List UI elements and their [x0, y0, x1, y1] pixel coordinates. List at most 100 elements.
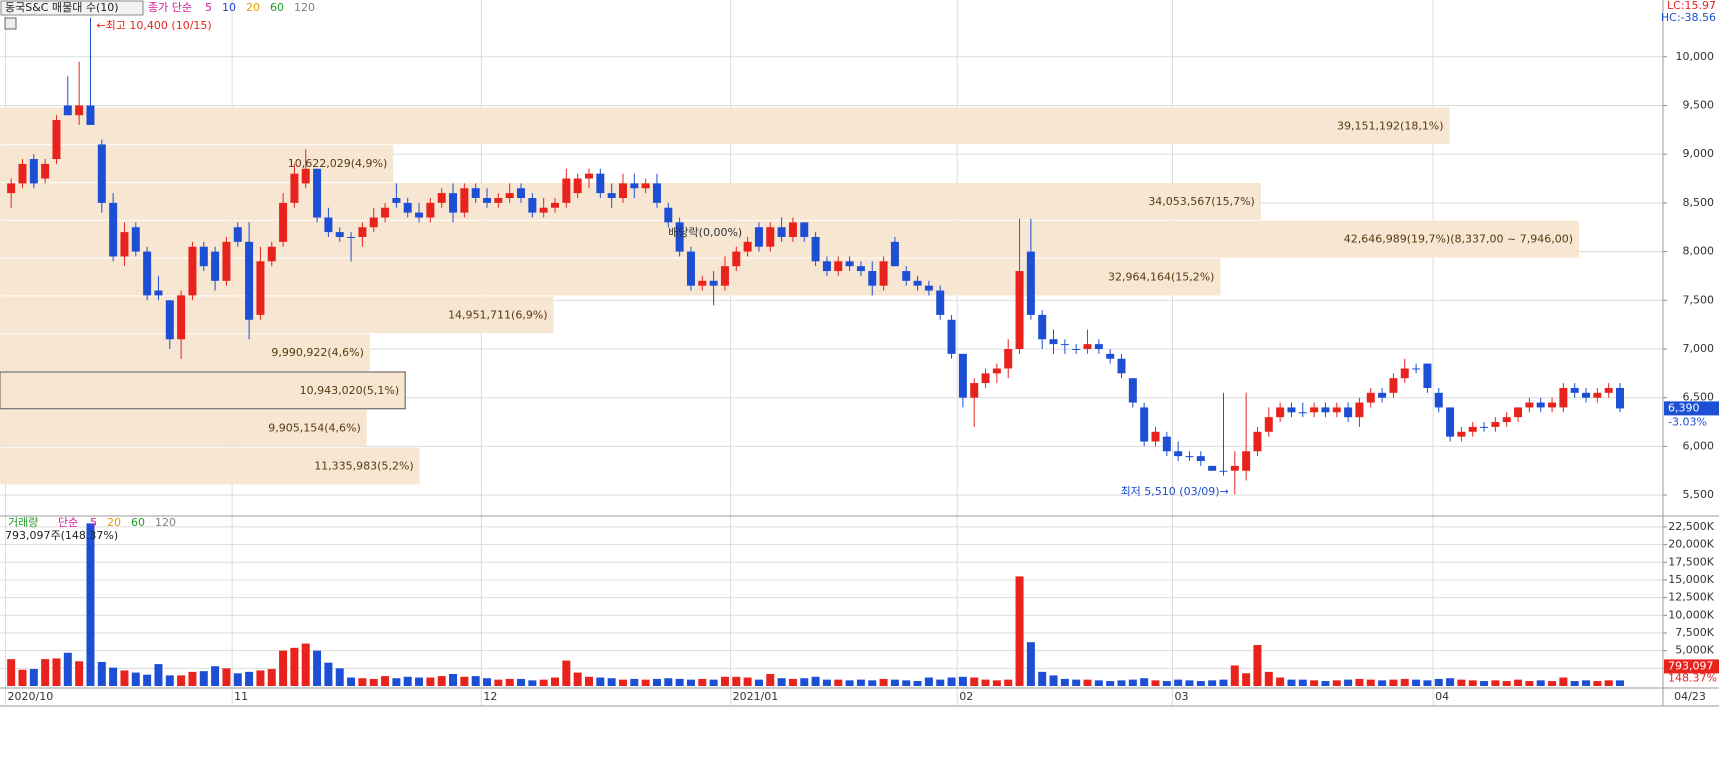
candle-body	[1117, 358, 1126, 374]
volume-bar	[86, 523, 95, 686]
candle-body	[18, 163, 27, 184]
candle-body	[686, 251, 695, 286]
x-tick-label: 11	[234, 690, 248, 703]
candle-body	[1264, 417, 1273, 432]
candle-body	[1015, 271, 1024, 349]
volume-bar	[369, 678, 378, 686]
volume-bar	[211, 666, 220, 686]
candle-body	[1310, 407, 1319, 413]
candle-body	[1366, 392, 1375, 403]
volume-bar	[1264, 671, 1273, 686]
candle-body	[641, 183, 650, 189]
candle-body	[165, 300, 174, 340]
volume-bar	[551, 677, 560, 686]
candle-body	[1525, 402, 1534, 408]
candle-body	[1491, 422, 1500, 427]
volume-bar	[607, 678, 616, 686]
volume-bar	[437, 676, 446, 686]
volume-bar	[686, 679, 695, 686]
volume-bar	[41, 659, 50, 686]
table-icon[interactable]	[4, 17, 17, 30]
volume-bar	[7, 659, 16, 686]
high-label: ←최고 10,400 (10/15)	[96, 19, 211, 32]
candle-body	[1026, 251, 1035, 315]
x-tick-label: 12	[483, 690, 497, 703]
volume-bar	[743, 677, 752, 686]
volume-bar	[1332, 680, 1341, 686]
volume-bar	[1117, 680, 1126, 686]
candle-body	[1128, 378, 1137, 403]
candle-body	[267, 246, 276, 262]
volume-bar	[890, 679, 899, 686]
volume-bar	[1344, 679, 1353, 686]
candle-body	[415, 212, 424, 218]
hc-label: HC:-38.56	[1661, 11, 1716, 24]
candle-body	[1253, 431, 1262, 452]
candle-body	[709, 280, 718, 286]
volume-bar	[97, 661, 106, 686]
profile-label: 42,646,989(19,7%)(8,337,00 ~ 7,946,00)	[1344, 233, 1573, 246]
volume-bar	[381, 676, 390, 686]
volume-bar	[1242, 673, 1251, 686]
candle-body	[845, 261, 854, 267]
volume-bar	[1185, 680, 1194, 686]
candle-body	[1321, 407, 1330, 413]
x-tick-label: 2020/10	[8, 690, 54, 703]
volume-bar	[936, 679, 945, 686]
volume-bar	[811, 676, 820, 686]
volume-bar	[120, 670, 129, 686]
last-price-label: 6,390	[1668, 401, 1700, 414]
candle-body	[822, 261, 831, 272]
volume-bar	[652, 678, 661, 686]
candle-body	[754, 227, 763, 247]
candle-body	[1219, 470, 1228, 472]
candle-body	[584, 173, 593, 179]
volume-ma-label: 단순	[58, 516, 78, 529]
profile-label: 10,943,020(5,1%)	[300, 384, 400, 397]
volume-bar	[517, 678, 526, 686]
candle-body	[245, 241, 254, 320]
candle-body	[856, 266, 865, 272]
candle-body	[1616, 387, 1625, 409]
profile-bar	[0, 258, 1221, 296]
volume-bar	[403, 676, 412, 686]
volume-bar	[777, 678, 786, 686]
candle-body	[664, 207, 673, 223]
volume-bar	[1128, 679, 1137, 686]
candle-body	[1582, 392, 1591, 398]
candle-body	[1242, 451, 1251, 471]
candle-body	[1604, 387, 1613, 393]
candle-body	[1106, 353, 1115, 359]
candle-body	[97, 144, 106, 203]
candle-body	[505, 193, 514, 199]
candle-body	[902, 271, 911, 281]
volume-bar	[52, 658, 61, 686]
candle-body	[233, 227, 242, 242]
candle-body	[868, 271, 877, 286]
volume-bar	[313, 650, 322, 686]
volume-bar	[539, 679, 548, 686]
volume-tick-label: 10,000K	[1668, 608, 1714, 621]
volume-bar	[902, 680, 911, 686]
profile-bar	[0, 183, 1261, 220]
candle-body	[517, 188, 526, 199]
volume-bar	[1366, 679, 1375, 686]
volume-title: 거래량	[8, 516, 38, 529]
candle-body	[811, 236, 820, 262]
title-box[interactable]	[0, 0, 144, 16]
volume-bar	[856, 679, 865, 686]
candle-body	[154, 290, 163, 296]
candle-body	[75, 105, 84, 116]
candle-body	[913, 280, 922, 286]
volume-bar	[1604, 680, 1613, 686]
candle-body	[834, 261, 843, 272]
ma-period: 60	[270, 1, 284, 14]
volume-bar	[630, 678, 639, 686]
ma-label: 종가 단순	[148, 1, 192, 14]
candle-body	[403, 202, 412, 213]
candle-body	[211, 251, 220, 281]
volume-bar	[732, 676, 741, 686]
candle-body	[607, 193, 616, 199]
candle-body	[1038, 314, 1047, 340]
candle-body	[596, 173, 605, 194]
